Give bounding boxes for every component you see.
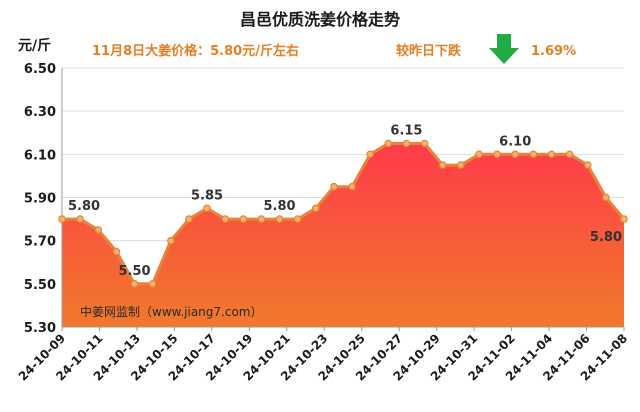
data-point xyxy=(602,193,610,202)
y-tick-label: 5.50 xyxy=(24,278,56,293)
y-tick-label: 5.90 xyxy=(24,192,56,207)
data-point xyxy=(620,215,628,223)
data-point xyxy=(293,215,302,223)
data-point xyxy=(565,150,574,159)
y-tick-label: 6.30 xyxy=(24,105,56,120)
area-series xyxy=(62,142,626,327)
data-point xyxy=(203,204,211,213)
data-point xyxy=(493,150,501,159)
down-arrow-icon xyxy=(489,34,519,64)
change-text: 较昨日下跌 xyxy=(396,43,462,59)
data-point xyxy=(456,161,465,169)
data-label: 5.80 xyxy=(264,199,296,214)
data-point xyxy=(348,182,356,191)
data-label: 6.15 xyxy=(390,124,422,139)
data-point xyxy=(185,215,193,223)
change-value: 1.69% xyxy=(531,44,576,59)
chart-subtitle: 11月8日大姜价格：5.80元/斤左右 xyxy=(92,43,299,59)
y-tick-label: 5.30 xyxy=(24,321,56,336)
data-point xyxy=(511,150,520,159)
data-point xyxy=(366,150,375,159)
data-point xyxy=(583,161,592,169)
y-tick-label: 6.50 xyxy=(24,62,56,77)
data-point xyxy=(475,150,483,159)
data-point xyxy=(384,139,393,148)
data-point xyxy=(112,247,121,256)
area-fill xyxy=(62,143,624,327)
data-point xyxy=(58,215,66,223)
data-point xyxy=(221,215,230,223)
watermark: 中姜网监制（www.jiang7.com） xyxy=(80,304,262,319)
data-point xyxy=(239,215,248,223)
data-point xyxy=(311,204,320,213)
data-label: 5.80 xyxy=(68,199,100,214)
data-point xyxy=(438,161,447,169)
y-tick-label: 6.10 xyxy=(24,148,56,163)
y-axis-unit: 元/斤 xyxy=(18,37,51,54)
data-point xyxy=(330,182,338,191)
markers xyxy=(58,139,628,288)
data-point xyxy=(529,150,538,159)
data-label: 5.85 xyxy=(191,188,223,203)
data-labels: 5.80 5.50 5.85 5.80 6.15 6.10 5.80 xyxy=(68,124,622,279)
data-point xyxy=(167,236,175,245)
data-label: 5.50 xyxy=(118,264,150,279)
data-point xyxy=(275,215,284,223)
data-point xyxy=(94,226,103,234)
data-point xyxy=(76,215,84,223)
data-label: 5.80 xyxy=(590,230,622,245)
data-point xyxy=(420,139,429,148)
data-point xyxy=(402,139,411,148)
data-label: 6.10 xyxy=(499,134,531,149)
data-point xyxy=(130,279,139,288)
y-tick-label: 5.70 xyxy=(24,235,56,250)
data-point xyxy=(257,215,266,223)
data-point xyxy=(547,150,556,159)
data-point xyxy=(148,279,157,288)
chart-title: 昌邑优质洗姜价格走势 xyxy=(240,10,400,29)
